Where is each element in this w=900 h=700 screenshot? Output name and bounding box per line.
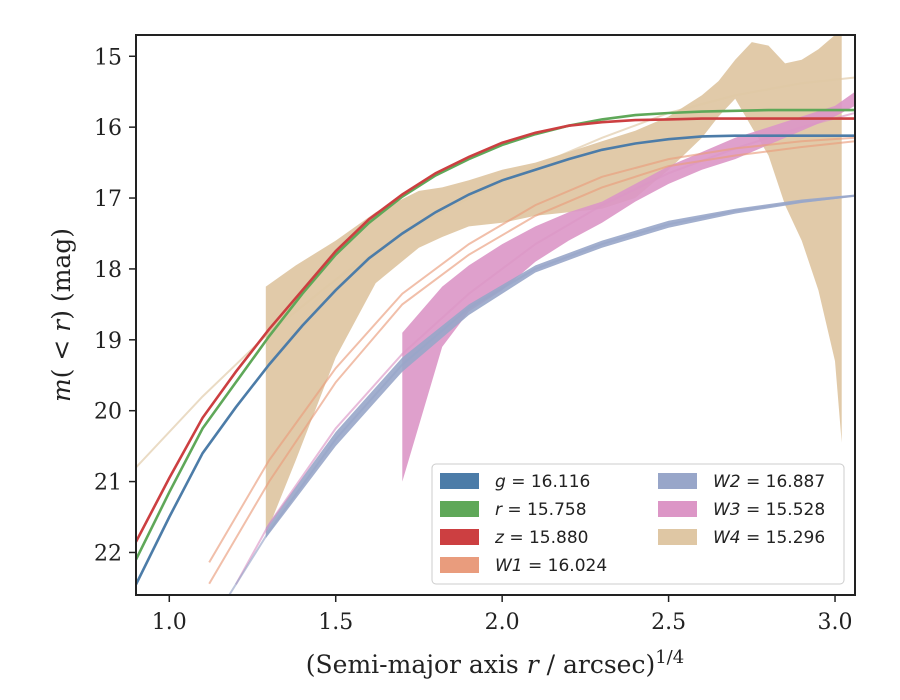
legend-label-z: z = 15.880 (494, 528, 588, 548)
legend-label-w2: W2 = 16.887 (713, 472, 825, 492)
legend-label-w4: W4 = 15.296 (713, 528, 825, 548)
legend-swatch-z (440, 529, 479, 545)
y-tick-label: 22 (94, 541, 122, 566)
x-tick-label: 3.0 (818, 610, 853, 635)
y-tick-label: 21 (94, 471, 122, 496)
legend-label-r: r = 15.758 (495, 500, 587, 520)
x-tick-label: 2.0 (485, 610, 520, 635)
y-tick-label: 19 (94, 329, 122, 354)
line-g (136, 134, 855, 585)
line-w3 (235, 112, 855, 585)
plot-frame (135, 34, 856, 596)
legend-swatch-w4 (658, 529, 697, 545)
x-axis: 1.0 1.5 2.0 2.5 3.0 (152, 595, 853, 635)
line-w1-secondary (208, 136, 855, 563)
line-z (136, 117, 855, 543)
y-axis: 15 16 17 18 19 20 21 22 (94, 45, 136, 566)
y-tick-label: 20 (94, 400, 122, 425)
legend-box (431, 463, 845, 585)
legend-label-w1: W1 = 16.024 (495, 556, 607, 576)
line-w2 (228, 194, 855, 595)
y-tick-label: 16 (94, 116, 122, 141)
legend: g = 16.116 r = 15.758 z = 15.880 W1 = 16.02… (431, 463, 845, 585)
x-tick-label: 1.5 (318, 610, 353, 635)
x-tick-label: 1.0 (152, 610, 187, 635)
y-tick-label: 18 (94, 258, 122, 283)
legend-label-g: g = 16.116 (495, 472, 590, 492)
y-tick-label: 17 (94, 187, 122, 212)
band-w4 (265, 35, 842, 535)
line-w1 (208, 140, 855, 585)
y-axis-label: m( < r) (mag) (47, 228, 76, 402)
legend-swatch-w1 (440, 557, 479, 573)
y-tick-label: 15 (94, 45, 122, 70)
legend-label-w3: W3 = 15.528 (713, 500, 825, 520)
legend-swatch-w3 (658, 501, 697, 517)
series-lines (136, 76, 855, 595)
x-axis-label: (Semi-major axis r / arcsec)1/4 (306, 647, 684, 679)
legend-swatch-g (440, 473, 479, 489)
x-tick-label: 2.5 (651, 610, 686, 635)
line-r (136, 108, 855, 561)
band-w3 (402, 91, 855, 482)
series-bands (265, 35, 855, 539)
legend-swatch-w2 (658, 473, 697, 489)
legend-swatch-r (440, 501, 479, 517)
